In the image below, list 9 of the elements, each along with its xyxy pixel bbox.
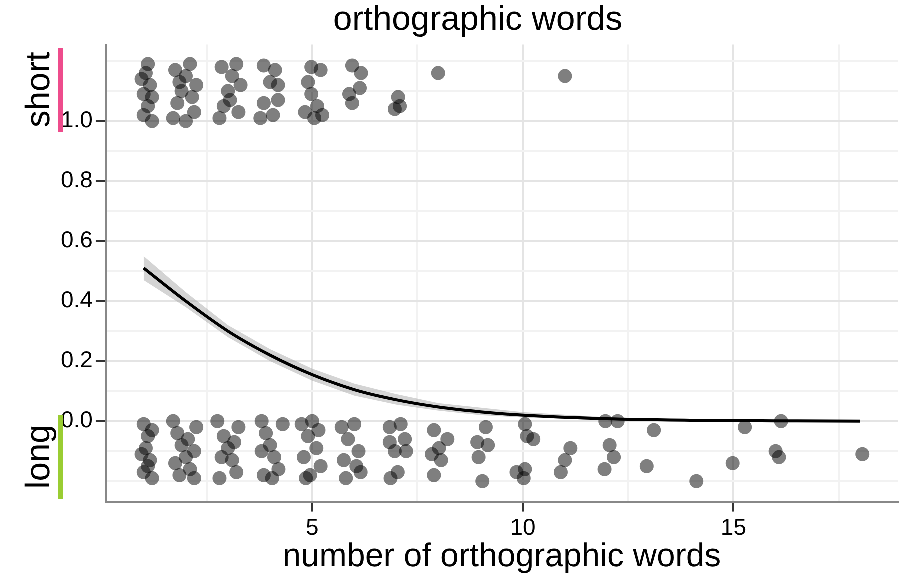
y-tick-label: 0.2	[60, 346, 93, 373]
x-tick-label: 15	[720, 514, 746, 540]
text: short	[19, 51, 58, 128]
y-tick-label: 0.6	[60, 226, 93, 253]
y-tick-label: 1.0	[60, 106, 93, 133]
y-tick-label: 0.4	[60, 286, 94, 313]
y-tick-label: 0.8	[60, 166, 93, 193]
text: long	[19, 424, 58, 489]
chart-title: orthographic words	[333, 0, 623, 38]
